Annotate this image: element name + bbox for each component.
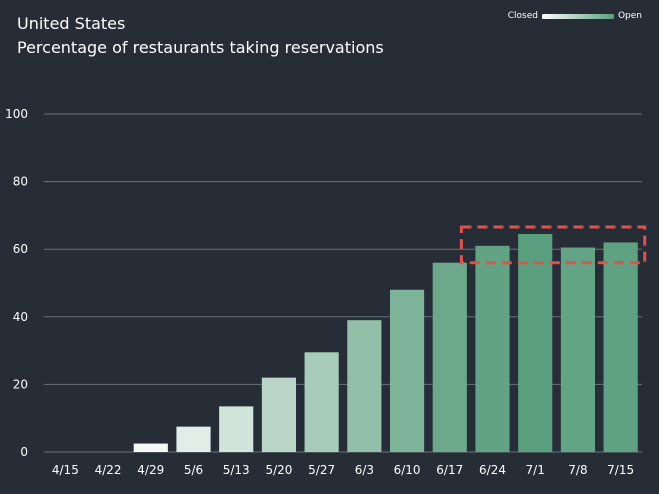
y-tick-label-60: 60 [13, 242, 28, 256]
bar-6-24 [475, 245, 510, 452]
bar-7-1 [518, 233, 553, 452]
x-tick-label-5-13: 5/13 [223, 463, 250, 477]
x-tick-label-6-10: 6/10 [394, 463, 421, 477]
bar-7-8 [560, 247, 596, 452]
x-tick-label-7-1: 7/1 [526, 463, 545, 477]
x-tick-label-6-24: 6/24 [479, 463, 506, 477]
x-tick-label-7-15: 7/15 [607, 463, 634, 477]
y-tick-label-80: 80 [13, 175, 28, 189]
x-tick-label-5-27: 5/27 [308, 463, 335, 477]
bar-6-10 [389, 289, 425, 452]
y-tick-label-20: 20 [13, 377, 28, 391]
x-tick-label-4-29: 4/29 [137, 463, 164, 477]
bar-4-29 [133, 443, 168, 452]
legend: Closed Open [508, 11, 642, 21]
y-tick-label-100: 100 [5, 107, 28, 121]
bar-5-13 [219, 406, 254, 452]
y-tick-label-40: 40 [13, 310, 28, 324]
x-tick-label-5-6: 5/6 [184, 463, 203, 477]
legend-closed-label: Closed [507, 11, 538, 21]
x-tick-label-6-3: 6/3 [355, 463, 374, 477]
highlight-box [459, 225, 647, 265]
chart-title: United States [17, 14, 126, 33]
bar-6-17 [432, 262, 467, 452]
x-tick-label-4-15: 4/15 [52, 463, 79, 477]
bar-5-27 [304, 352, 339, 452]
x-tick-label-7-8: 7/8 [568, 463, 587, 477]
bar-5-20 [261, 377, 297, 452]
x-tick-label-6-17: 6/17 [436, 463, 463, 477]
bar-6-3 [347, 320, 382, 452]
y-tick-label-0: 0 [20, 445, 28, 459]
chart-subtitle: Percentage of restaurants taking reserva… [17, 38, 384, 57]
legend-open-label: Open [617, 11, 642, 21]
bar-5-6 [176, 426, 211, 452]
legend-gradient-bar [541, 13, 614, 19]
x-tick-label-4-22: 4/22 [95, 463, 122, 477]
x-tick-label-5-20: 5/20 [265, 463, 292, 477]
bar-7-15 [603, 242, 638, 452]
